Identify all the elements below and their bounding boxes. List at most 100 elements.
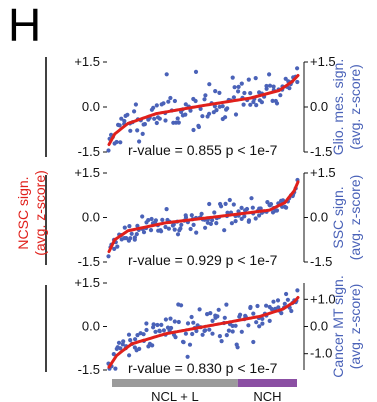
data-point [175,116,180,121]
right-axis-label: Cancer MT sign.(avg. z-score) [330,275,363,377]
data-point [213,89,218,94]
fit-line [107,180,300,254]
panel-letter: H [8,0,42,51]
data-point [160,217,165,222]
data-point [189,314,194,320]
data-point [173,335,178,340]
data-point [132,109,137,114]
data-point [248,305,253,311]
data-point [179,303,184,308]
data-point [142,122,147,127]
data-point [157,116,162,121]
data-point [129,231,134,236]
data-point [157,329,162,334]
left-tick-label: -1.5 [78,362,100,377]
right-axis-label: Glio. mes. sign.(avg. z-score) [330,59,363,155]
data-point [196,124,201,130]
data-point [151,105,156,110]
data-point [197,307,202,312]
right-tick-label: -1.5 [310,254,332,269]
data-point [208,221,213,226]
data-point [141,230,147,235]
left-tick-label: -1.5 [78,254,100,269]
data-point [164,207,169,212]
data-point [233,112,239,117]
data-point [164,72,169,77]
data-point [183,213,188,218]
data-point [133,337,138,342]
data-point [275,298,281,303]
data-point [207,82,212,87]
data-point [159,322,164,327]
data-point [236,89,241,94]
data-point [183,102,188,107]
data-point [287,86,292,91]
data-point [274,101,280,106]
data-point [185,354,190,359]
data-point [282,301,287,306]
data-point [230,75,235,80]
data-point [200,114,205,119]
data-point [113,366,118,371]
data-point [254,103,259,108]
data-point [265,200,270,205]
data-point [163,118,168,123]
data-point [163,317,168,322]
data-point [295,79,300,85]
right-axis-label-line: Cancer MT sign. [330,275,346,377]
data-point [154,120,159,126]
data-point [246,323,251,328]
data-point [231,95,236,100]
data-point [128,128,133,133]
data-point [220,104,225,109]
data-point [267,318,272,323]
data-point [251,339,256,345]
data-point [253,76,258,81]
data-point [215,314,220,319]
right-tick-label: +1.5 [310,54,336,69]
data-point [127,353,132,358]
group-label-2: NCH [253,389,281,402]
data-point [248,102,253,107]
data-point [194,328,199,334]
data-point [279,311,284,316]
data-point [207,201,212,207]
left-tick-label: 0.0 [82,319,100,334]
data-point [229,221,234,226]
data-point [176,319,181,325]
data-point [188,226,193,232]
data-point [140,131,145,136]
data-point [115,244,120,249]
data-point [190,331,195,337]
data-point [270,98,275,103]
data-point [255,303,260,309]
data-point [260,316,265,321]
data-point [236,84,241,89]
right-tick-label: 0.0 [310,99,328,114]
data-point [159,229,164,234]
data-point [222,315,227,320]
data-point [259,100,264,105]
data-point [278,93,283,98]
data-point [191,127,196,133]
data-point [144,327,149,333]
data-point [106,148,111,153]
left-axis-label-line: (avg. z-score) [32,170,48,256]
data-point [137,346,142,351]
data-point [264,86,269,91]
data-point [144,321,149,326]
data-point [222,228,227,233]
data-point [150,343,155,348]
data-point [223,201,228,206]
data-point [219,339,224,344]
fit-line [107,296,300,369]
data-point [216,307,221,312]
data-point [118,346,123,351]
data-point [185,321,191,326]
data-point [194,230,199,235]
group-bar-2 [237,379,297,387]
data-point [132,235,137,240]
right-axis-label-line: SSC sign. [330,186,346,248]
left-tick-label: +1.5 [74,54,100,69]
data-point [166,99,171,104]
